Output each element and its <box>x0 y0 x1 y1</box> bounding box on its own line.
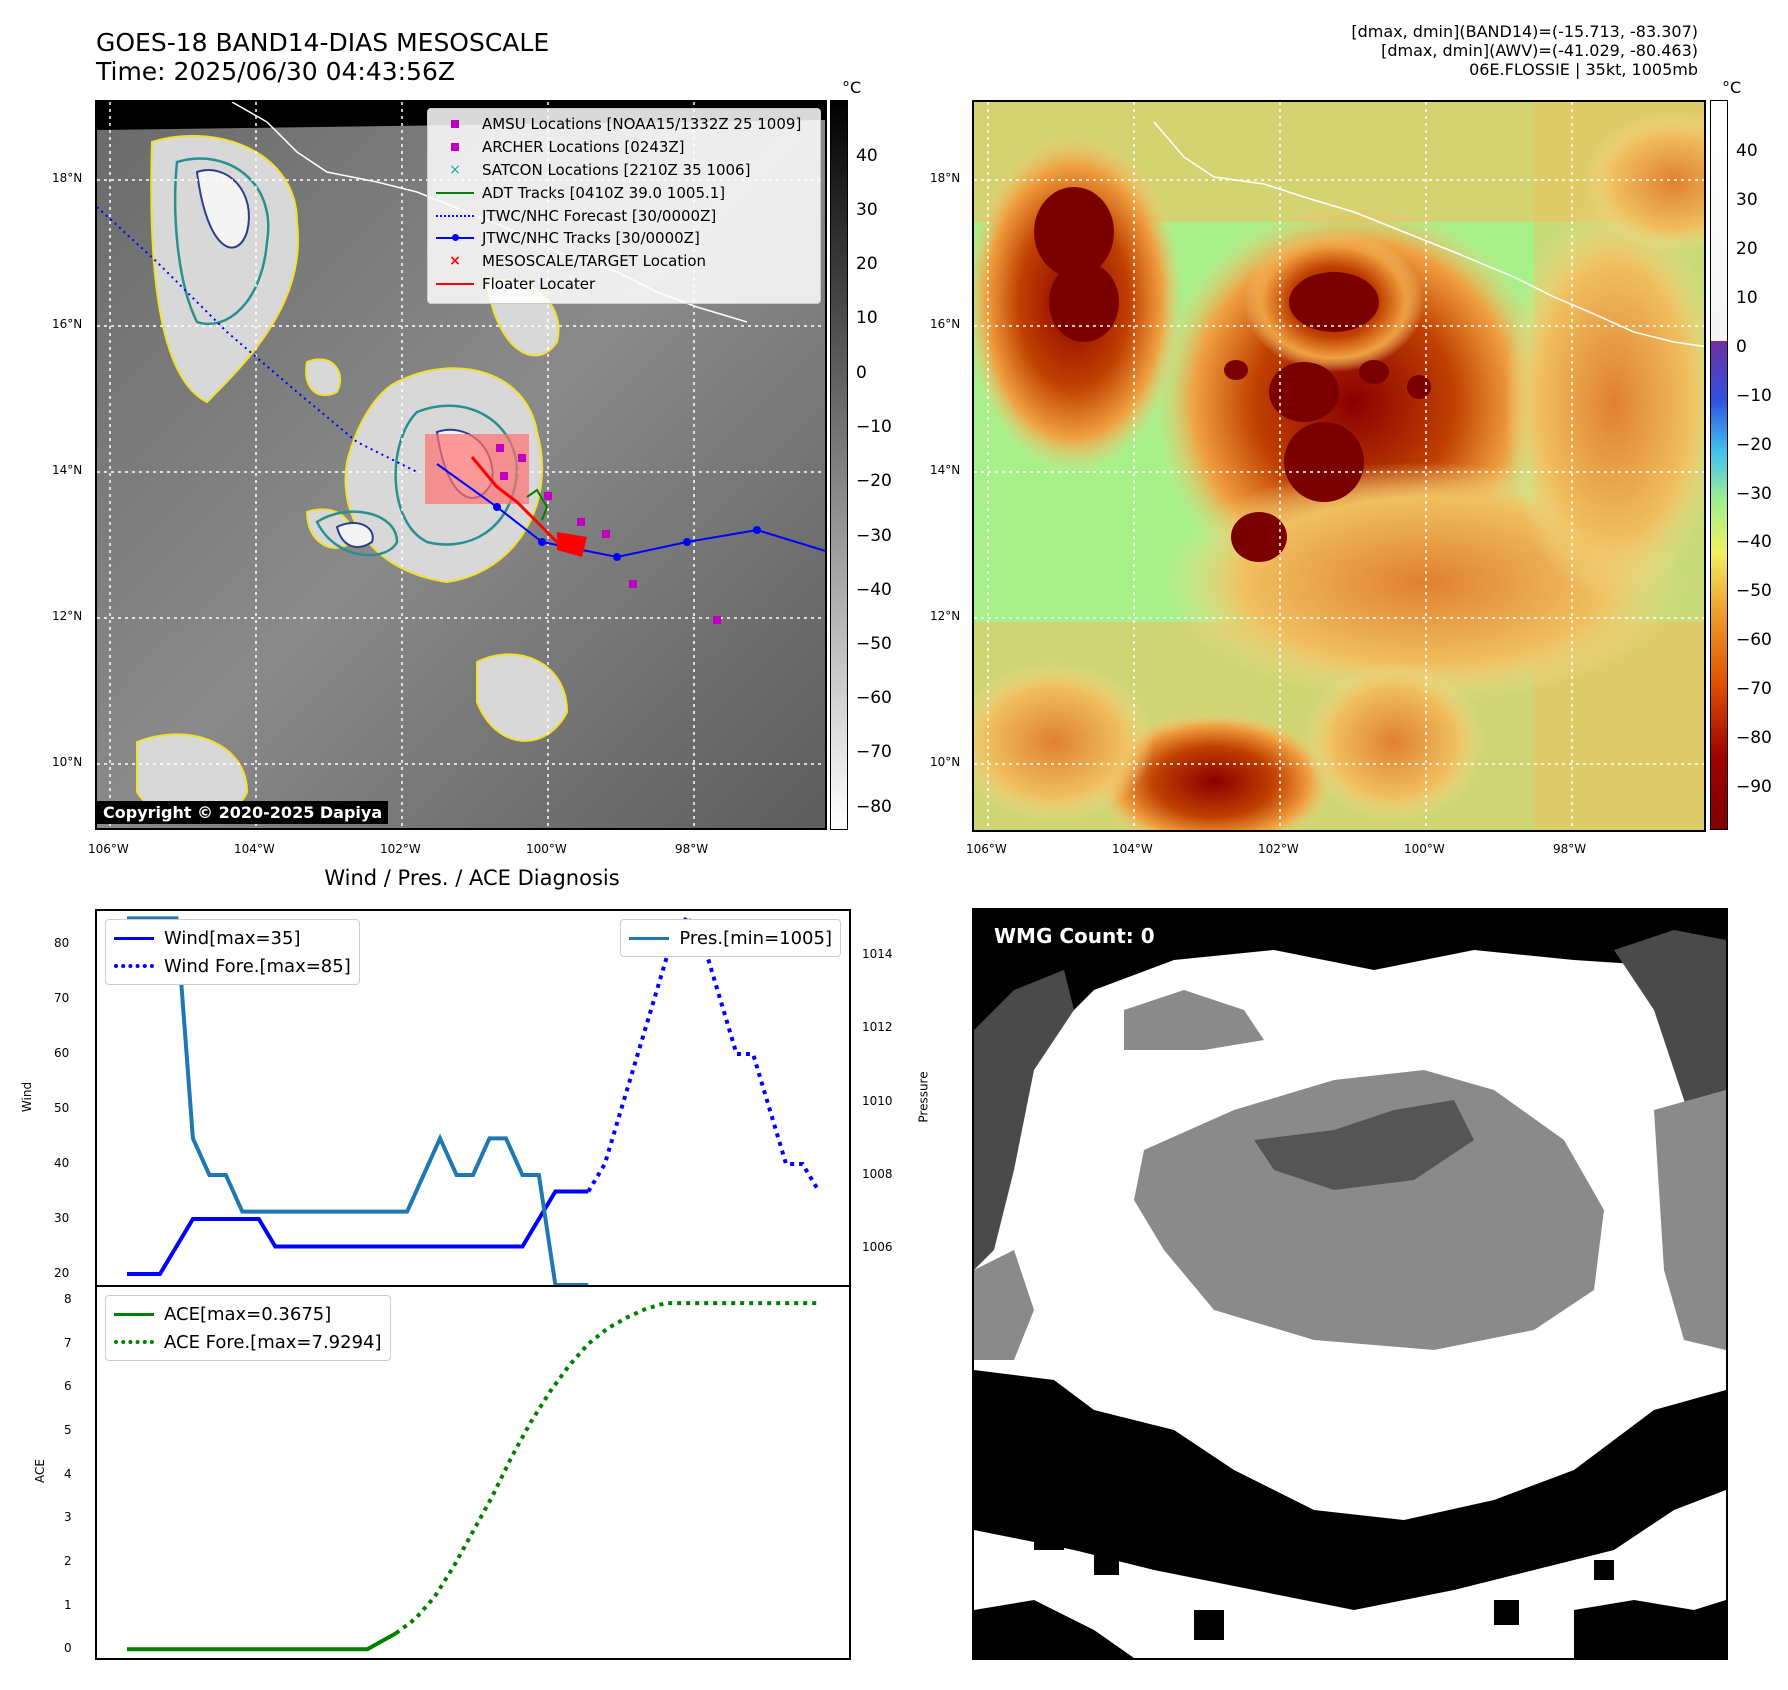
diagnosis-title: Wind / Pres. / ACE Diagnosis <box>324 866 620 890</box>
lon-tick: 102°W <box>1258 842 1299 856</box>
legend-item-target: × MESOSCALE/TARGET Location <box>449 252 707 271</box>
wind-pres-chart: Wind[max=35] Wind Fore.[max=85] Pres.[mi… <box>95 909 851 1287</box>
legend-item-tracks: JTWC/NHC Tracks [30/0000Z] <box>436 227 812 250</box>
wind-ytick: 80 <box>54 936 70 950</box>
info-line-1: [dmax, dmin](BAND14)=(-15.713, -83.307) <box>1351 22 1698 41</box>
wind-legend: Wind[max=35] Wind Fore.[max=85] <box>105 919 360 985</box>
ace-ytick: 2 <box>64 1553 72 1568</box>
legend-item-archer: ARCHER Locations [0243Z] <box>436 136 812 159</box>
wmg-count-badge: WMG Count: 0 <box>986 920 1163 952</box>
lat-tick: 12°N <box>52 609 83 623</box>
pres-ytick: 1006 <box>862 1240 893 1255</box>
legend-item-amsu: AMSU Locations [NOAA15/1332Z 25 1009] <box>436 113 812 136</box>
legend-item-floater: Floater Locater <box>436 273 812 296</box>
lat-tick: 16°N <box>930 317 961 331</box>
ace-ytick: 4 <box>64 1466 72 1481</box>
ace-plot <box>127 1301 819 1652</box>
legend-wind-fore: Wind Fore.[max=85] <box>114 952 351 980</box>
lat-tick: 10°N <box>52 755 83 769</box>
pres-ytick: 1014 <box>862 947 893 961</box>
wind-ytick: 50 <box>54 1101 70 1115</box>
lon-tick: 106°W <box>88 842 129 856</box>
title-line-2: Time: 2025/06/30 04:43:56Z <box>96 57 455 86</box>
ace-ytick: 8 <box>64 1292 72 1307</box>
legend-ace: ACE[max=0.3675] <box>114 1300 382 1328</box>
lat-tick: 14°N <box>52 463 83 477</box>
page-title: GOES-18 BAND14-DIAS MESOSCALE Time: 2025… <box>96 28 549 86</box>
title-line-1: GOES-18 BAND14-DIAS MESOSCALE <box>96 28 550 57</box>
wind-ytick: 40 <box>54 1156 70 1170</box>
info-line-2: [dmax, dmin](AWV)=(-41.029, -80.463) <box>1381 41 1698 60</box>
map-legend: AMSU Locations [NOAA15/1332Z 25 1009] AR… <box>427 108 821 304</box>
wmg-panel: WMG Count: 0 <box>972 908 1728 1660</box>
ace-ytick: 5 <box>64 1423 72 1438</box>
lat-tick: 18°N <box>930 171 961 185</box>
legend-ace-fore: ACE Fore.[max=7.9294] <box>114 1328 382 1356</box>
ace-ytick: 6 <box>64 1379 72 1394</box>
colorbar-left-unit: °C <box>842 78 862 97</box>
legend-wind: Wind[max=35] <box>114 924 351 952</box>
wind-ylabel: Wind <box>20 1081 35 1113</box>
wmg-image <box>974 910 1726 1658</box>
colorbar-right <box>1710 100 1728 830</box>
awv-map-image <box>974 102 1704 830</box>
legend-item-adt: ADT Tracks [0410Z 39.0 1005.1] <box>436 181 812 204</box>
ace-series-line-1 <box>394 1301 819 1635</box>
pres-ytick: 1010 <box>862 1093 893 1108</box>
ace-ytick: 1 <box>64 1597 72 1612</box>
wind-ytick: 30 <box>54 1211 70 1225</box>
lat-tick: 12°N <box>930 609 961 623</box>
ace-ytick: 3 <box>64 1510 72 1525</box>
lat-tick: 10°N <box>930 755 961 769</box>
pres-ytick: 1008 <box>862 1167 893 1181</box>
copyright-label: Copyright © 2020-2025 Dapiya <box>97 801 389 824</box>
lat-tick: 14°N <box>930 463 961 477</box>
lon-tick: 104°W <box>234 842 275 856</box>
ace-chart: ACE[max=0.3675] ACE Fore.[max=7.9294] <box>95 1285 851 1660</box>
ir-map-panel: AMSU Locations [NOAA15/1332Z 25 1009] AR… <box>95 100 827 830</box>
lon-tick: 98°W <box>675 842 709 856</box>
ace-series-line-0 <box>127 1631 398 1652</box>
lon-tick: 102°W <box>380 842 421 856</box>
wind-ytick: 60 <box>54 1046 70 1060</box>
lat-tick: 16°N <box>52 317 83 331</box>
lon-tick: 106°W <box>966 842 1007 856</box>
lon-tick: 98°W <box>1553 842 1587 856</box>
ace-ytick: 7 <box>64 1335 72 1350</box>
ace-ytick: 0 <box>64 1641 72 1656</box>
pres-ylabel: Pressure <box>916 1071 931 1123</box>
legend-item-forecast: JTWC/NHC Forecast [30/0000Z] <box>436 204 812 227</box>
ace-ylabel: ACE <box>32 1459 47 1483</box>
series-line-1 <box>586 912 821 1193</box>
awv-map-panel <box>972 100 1706 832</box>
legend-item-satcon: × SATCON Locations [2210Z 35 1006] <box>449 160 751 179</box>
series-line-0 <box>127 1189 589 1276</box>
lon-tick: 100°W <box>1404 842 1445 856</box>
info-line-3: 06E.FLOSSIE | 35kt, 1005mb <box>1469 60 1698 79</box>
colorbar-left <box>830 100 848 830</box>
pres-legend: Pres.[min=1005] <box>620 919 841 957</box>
storm-info: [dmax, dmin](BAND14)=(-15.713, -83.307) … <box>1351 22 1698 79</box>
wind-ytick: 70 <box>54 991 70 1005</box>
lon-tick: 104°W <box>1112 842 1153 856</box>
colorbar-right-unit: °C <box>1722 78 1742 97</box>
legend-pres: Pres.[min=1005] <box>629 924 832 952</box>
series-line-2 <box>127 916 589 1287</box>
lat-tick: 18°N <box>52 171 83 185</box>
ace-legend: ACE[max=0.3675] ACE Fore.[max=7.9294] <box>105 1295 391 1361</box>
lon-tick: 100°W <box>526 842 567 856</box>
pres-ytick: 1012 <box>862 1020 893 1035</box>
wind-ytick: 20 <box>54 1266 70 1280</box>
